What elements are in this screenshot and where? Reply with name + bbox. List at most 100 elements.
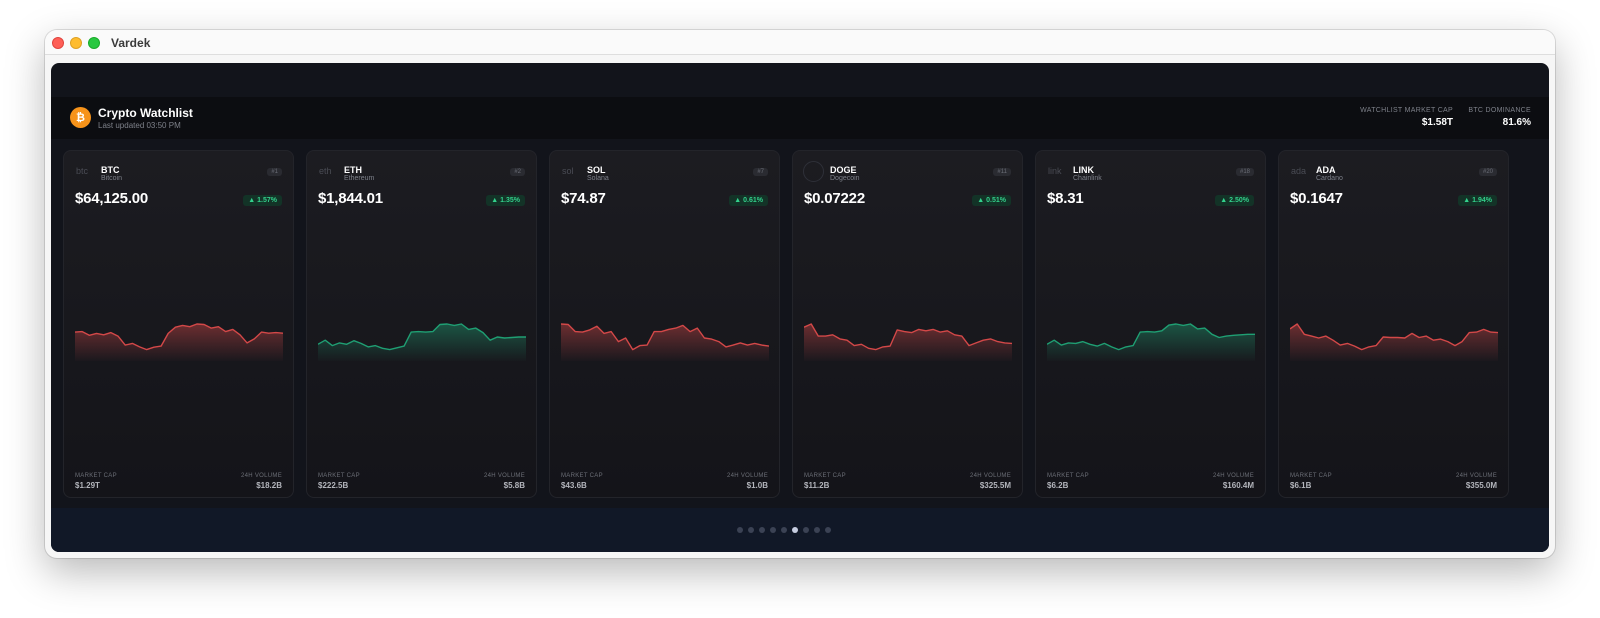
volume-label: 24H VOLUME (483, 473, 525, 479)
coin-symbol: LINK (1073, 165, 1094, 175)
pagination-bar (51, 508, 1549, 552)
pagination-dot[interactable] (814, 527, 820, 533)
last-updated-text: Last updated 03:50 PM (98, 121, 181, 130)
coin-card-ada[interactable]: ada ADA Cardano #20 $0.1647 ▲ 1.94% MARK… (1278, 150, 1509, 498)
pagination-dot[interactable] (759, 527, 765, 533)
coin-name: Ethereum (344, 175, 375, 182)
coin-name: Dogecoin (830, 175, 860, 182)
rank-badge: #2 (510, 168, 525, 176)
stat-label: BTC DOMINANCE (1468, 107, 1531, 114)
sparkline-line (1047, 323, 1255, 351)
change-badge: ▲ 0.61% (729, 195, 768, 206)
rank-badge: #7 (753, 168, 768, 176)
coin-card-btc[interactable]: btc BTC Bitcoin #1 $64,125.00 ▲ 1.57% MA… (63, 150, 294, 498)
pagination-dot[interactable] (748, 527, 754, 533)
sparkline-area (804, 324, 1012, 361)
pagination-dot[interactable] (825, 527, 831, 533)
sparkline-line (561, 323, 769, 351)
volume-value: $160.4M (1222, 481, 1254, 490)
ada-coin-icon: ada (1291, 166, 1307, 176)
main-content: ₿ Crypto Watchlist Last updated 03:50 PM… (51, 63, 1549, 552)
market-cap-value: $222.5B (318, 481, 349, 490)
coin-price: $8.31 (1047, 190, 1084, 207)
sparkline-area (1047, 324, 1255, 361)
rank-badge: #20 (1478, 168, 1497, 176)
coin-symbol: ADA (1316, 165, 1336, 175)
coin-symbol: DOGE (830, 165, 857, 175)
sol-coin-icon: sol (562, 166, 574, 176)
link-coin-icon: link (1048, 166, 1062, 176)
change-badge: ▲ 1.57% (243, 195, 282, 206)
sparkline-chart (804, 323, 1012, 361)
sparkline-area (318, 324, 526, 361)
rank-badge: #11 (993, 168, 1011, 176)
market-cap-label: MARKET CAP (1047, 473, 1089, 479)
market-cap-label: MARKET CAP (318, 473, 360, 479)
coin-card-eth[interactable]: eth ETH Ethereum #2 $1,844.01 ▲ 1.35% MA… (306, 150, 537, 498)
eth-coin-icon: eth (319, 166, 332, 176)
sparkline-chart (1047, 323, 1255, 361)
change-badge: ▲ 1.35% (486, 195, 525, 206)
sparkline-line (75, 323, 283, 351)
market-cap-label: MARKET CAP (1290, 473, 1332, 479)
market-cap-value: $6.1B (1290, 481, 1312, 490)
sparkline-chart (318, 323, 526, 361)
rank-badge: #18 (1235, 168, 1254, 176)
stat-value: $1.58T (1421, 117, 1453, 128)
close-window-button[interactable] (52, 37, 64, 49)
coin-name: Cardano (1316, 175, 1343, 182)
minimize-window-button[interactable] (70, 37, 82, 49)
coin-price: $1,844.01 (318, 190, 383, 207)
volume-value: $5.8B (503, 481, 525, 490)
rank-badge: #1 (267, 168, 282, 176)
coin-card-sol[interactable]: sol SOL Solana #7 $74.87 ▲ 0.61% MARKET … (549, 150, 780, 498)
sparkline-chart (1290, 323, 1498, 361)
stat-value: 81.6% (1502, 117, 1531, 128)
coin-price: $64,125.00 (75, 190, 149, 207)
market-cap-value: $43.6B (561, 481, 587, 490)
stat-watchlist-market-cap: WATCHLIST MARKET CAP $1.58T (1360, 107, 1453, 128)
market-cap-label: MARKET CAP (804, 473, 846, 479)
volume-value: $325.5M (979, 481, 1011, 490)
volume-value: $355.0M (1465, 481, 1497, 490)
market-cap-value: $11.2B (804, 481, 830, 490)
pagination-dot[interactable] (781, 527, 787, 533)
pagination-dot[interactable] (792, 527, 798, 533)
app-window: Vardek ₿ Crypto Watchlist Last updated 0… (45, 30, 1555, 558)
btc-coin-icon: btc (76, 166, 89, 176)
zoom-window-button[interactable] (88, 37, 100, 49)
sparkline-chart (75, 323, 283, 361)
market-cap-label: MARKET CAP (561, 473, 603, 479)
coin-price: $0.07222 (804, 190, 865, 207)
coin-name: Chainlink (1073, 175, 1102, 182)
coin-symbol: SOL (587, 165, 606, 175)
market-cap-label: MARKET CAP (75, 473, 117, 479)
change-badge: ▲ 0.51% (972, 195, 1011, 206)
coin-cards-row: btc BTC Bitcoin #1 $64,125.00 ▲ 1.57% MA… (63, 150, 1509, 498)
pagination-dot[interactable] (803, 527, 809, 533)
volume-label: 24H VOLUME (1455, 473, 1497, 479)
coin-card-doge[interactable]: DOGE Dogecoin #11 $0.07222 ▲ 0.51% MARKE… (792, 150, 1023, 498)
coin-name: Bitcoin (101, 175, 123, 182)
volume-label: 24H VOLUME (726, 473, 768, 479)
sparkline-chart (561, 323, 769, 361)
coin-name: Solana (587, 175, 609, 182)
volume-value: $1.0B (746, 481, 768, 490)
market-cap-value: $6.2B (1047, 481, 1069, 490)
sparkline-line (1290, 323, 1498, 351)
change-badge: ▲ 2.50% (1215, 195, 1254, 206)
stat-label: WATCHLIST MARKET CAP (1360, 107, 1453, 114)
sparkline-area (561, 324, 769, 361)
doge-coin-icon (803, 161, 824, 182)
volume-label: 24H VOLUME (1212, 473, 1254, 479)
coin-price: $74.87 (561, 190, 606, 207)
sparkline-area (75, 324, 283, 361)
pagination-dot[interactable] (770, 527, 776, 533)
change-badge: ▲ 1.94% (1458, 195, 1497, 206)
bitcoin-logo-icon: ₿ (70, 107, 91, 128)
pagination-dots (737, 527, 836, 533)
pagination-dot[interactable] (737, 527, 743, 533)
coin-card-link[interactable]: link LINK Chainlink #18 $8.31 ▲ 2.50% MA… (1035, 150, 1266, 498)
window-title: Vardek (111, 36, 151, 50)
volume-value: $18.2B (256, 481, 282, 490)
